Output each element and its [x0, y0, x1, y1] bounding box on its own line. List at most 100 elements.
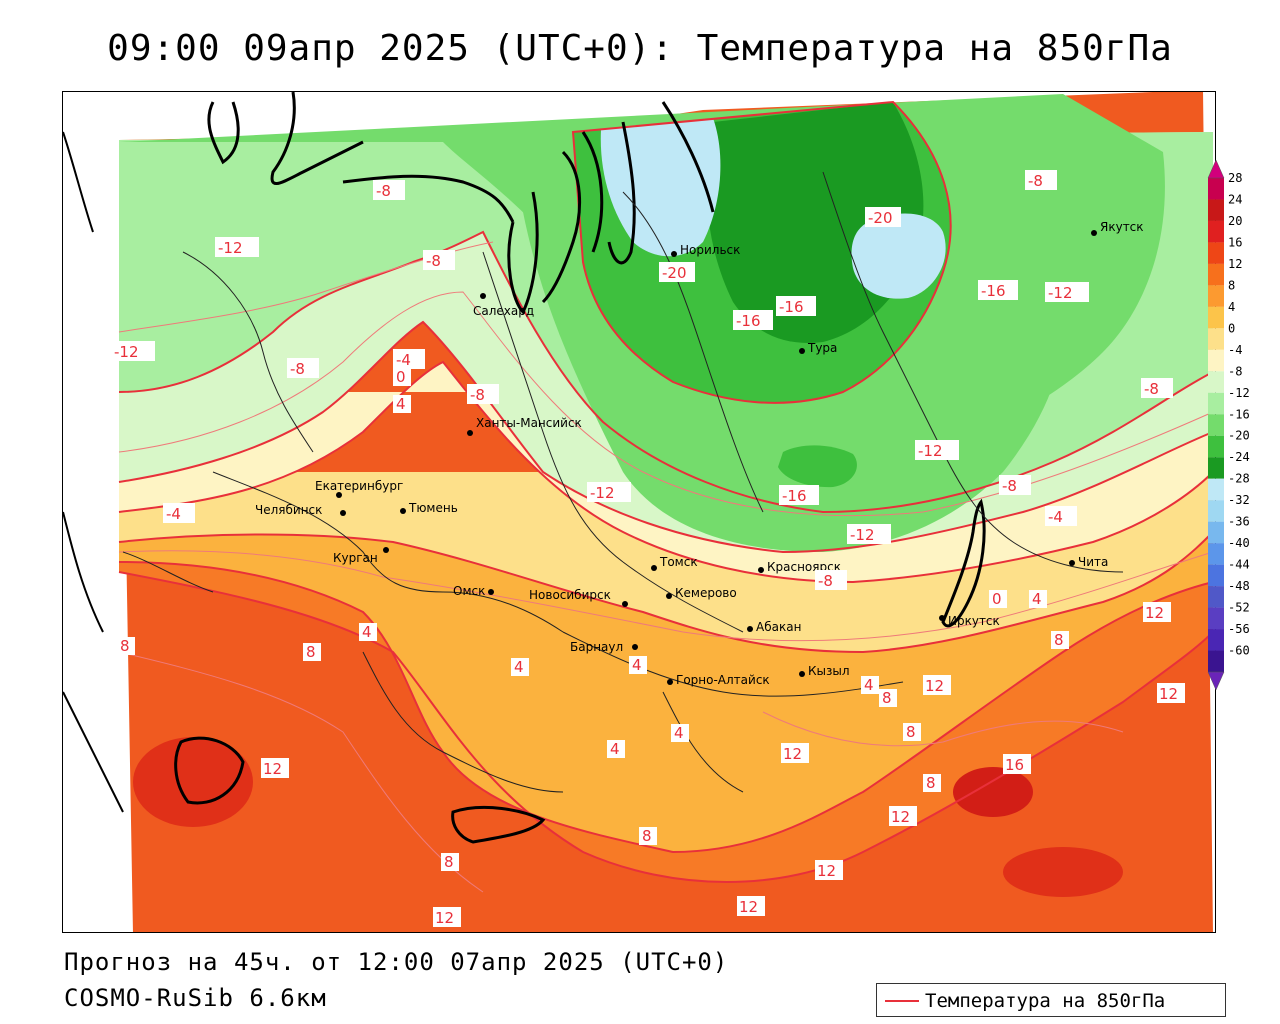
contour-label: 0: [989, 590, 1007, 608]
colorbar-segment: [1208, 629, 1224, 651]
svg-text:4: 4: [610, 740, 620, 758]
contour-label: 4: [629, 656, 647, 674]
svg-text:0: 0: [396, 368, 406, 386]
contour-label: 12: [737, 896, 765, 916]
contour-label: -20: [659, 262, 695, 282]
contour-label: 0: [393, 368, 411, 386]
city-tyumen: Тюмень: [400, 501, 458, 515]
contour-label: 8: [303, 643, 321, 661]
contour-label: 12: [815, 860, 843, 880]
svg-text:Иркутск: Иркутск: [948, 614, 1000, 628]
svg-text:4: 4: [674, 724, 684, 742]
svg-text:-4: -4: [396, 351, 411, 369]
colorbar-segment: [1208, 564, 1224, 587]
contour-label: -12: [111, 341, 155, 361]
colorbar-segment: [1208, 392, 1224, 415]
svg-text:Курган: Курган: [333, 551, 378, 565]
svg-text:12: 12: [925, 677, 944, 695]
contour-label: -8: [1141, 378, 1173, 398]
contour-label: 8: [117, 637, 135, 655]
svg-text:Екатеринбург: Екатеринбург: [315, 479, 403, 493]
contour-label: -4: [393, 349, 425, 369]
isotherms: [118, 100, 1214, 883]
contour-label: 12: [1143, 602, 1171, 622]
contour-label: 4: [861, 676, 879, 694]
contour-label: 4: [393, 395, 411, 413]
svg-text:-12: -12: [918, 442, 943, 460]
contour-label: -12: [1045, 282, 1089, 302]
city-omsk: Омск: [453, 584, 494, 598]
contour-label: 4: [607, 740, 625, 758]
contour-label: -12: [915, 440, 959, 460]
city-salekhard: Салехард: [473, 293, 534, 318]
cities: Норильск Якутск Салехард Тура Ханты-Манс…: [255, 220, 1144, 687]
contour-label: 8: [441, 853, 459, 871]
colorbar-tick-label: -24: [1228, 450, 1250, 464]
svg-text:12: 12: [1145, 604, 1164, 622]
contour-label: -8: [287, 358, 319, 378]
svg-text:-8: -8: [1144, 380, 1159, 398]
colorbar-segment: [1208, 414, 1224, 436]
contour-label: 12: [889, 806, 917, 826]
svg-text:4: 4: [514, 658, 524, 676]
svg-text:Омск: Омск: [453, 584, 485, 598]
map-title: 09:00 09апр 2025 (UTC+0): Температура на…: [107, 28, 1173, 69]
model-name: COSMO-RuSib 6.6км: [64, 984, 327, 1012]
colorbar-bottom-arrow: [1207, 671, 1225, 690]
colorbar-segment: [1208, 607, 1224, 630]
svg-text:8: 8: [642, 827, 652, 845]
contour-label: 16: [1003, 754, 1031, 774]
contour-label: -12: [215, 237, 259, 257]
colorbar-segment: [1208, 521, 1224, 544]
colorbar-tick-label: 4: [1228, 300, 1235, 314]
colorbar-tick-label: -36: [1228, 515, 1250, 529]
colorbar-segment: [1208, 285, 1224, 307]
svg-text:0: 0: [992, 590, 1002, 608]
colorbar-segment: [1208, 435, 1224, 458]
city-kyzyl: Кызыл: [799, 664, 850, 678]
contour-label: -16: [779, 485, 819, 505]
svg-text:-12: -12: [114, 343, 139, 361]
svg-text:4: 4: [396, 395, 406, 413]
svg-text:-16: -16: [782, 487, 807, 505]
svg-text:4: 4: [1032, 590, 1042, 608]
contour-label: 4: [671, 724, 689, 742]
city-barnaul: Барнаул: [570, 640, 638, 654]
colorbar-top-arrow: [1207, 160, 1225, 179]
city-khanty-mansiysk: Ханты-Мансийск: [467, 416, 582, 436]
svg-text:-8: -8: [426, 252, 441, 270]
svg-text:8: 8: [120, 637, 130, 655]
contour-label: -12: [587, 482, 631, 502]
colorbar-tick-label: -52: [1228, 601, 1250, 615]
city-norilsk: Норильск: [671, 243, 740, 257]
admin-borders: [122, 171, 1124, 793]
svg-text:Тюмень: Тюмень: [408, 501, 458, 515]
svg-text:-4: -4: [1048, 508, 1063, 526]
contour-label: -4: [1045, 506, 1077, 526]
svg-text:-12: -12: [218, 239, 243, 257]
colorbar-segment: [1208, 586, 1224, 608]
svg-text:Чита: Чита: [1078, 555, 1108, 569]
svg-text:-12: -12: [850, 526, 875, 544]
svg-text:12: 12: [817, 862, 836, 880]
hot-pocket-south: [1003, 847, 1123, 897]
svg-text:8: 8: [926, 774, 936, 792]
colorbar-segment: [1208, 543, 1224, 565]
colorbar-tick-label: 20: [1228, 214, 1242, 228]
svg-text:12: 12: [891, 808, 910, 826]
svg-text:-12: -12: [1048, 284, 1073, 302]
colorbar-tick-label: 24: [1228, 192, 1242, 206]
contour-label: -16: [776, 296, 816, 316]
svg-text:12: 12: [1159, 685, 1178, 703]
temperature-map: Норильск Якутск Салехард Тура Ханты-Манс…: [62, 91, 1216, 933]
city-novosibirsk: Новосибирск: [529, 588, 628, 607]
svg-text:12: 12: [739, 898, 758, 916]
svg-text:Барнаул: Барнаул: [570, 640, 623, 654]
hot-pocket-southeast: [953, 767, 1033, 817]
colorbar-segment: [1208, 178, 1224, 200]
svg-text:Норильск: Норильск: [680, 243, 740, 257]
colorbar-segments: [1208, 178, 1224, 672]
svg-text:16: 16: [1005, 756, 1024, 774]
colorbar-segment: [1208, 478, 1224, 501]
svg-text:-12: -12: [590, 484, 615, 502]
